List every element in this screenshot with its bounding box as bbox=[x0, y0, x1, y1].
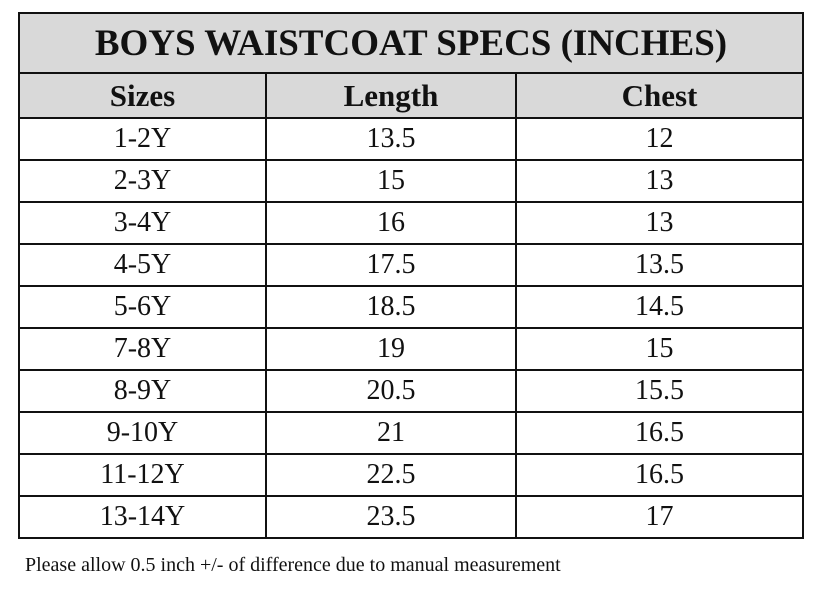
table-cell: 2-3Y bbox=[18, 159, 267, 203]
table-cell: 16.5 bbox=[514, 453, 805, 497]
column-header: Length bbox=[265, 72, 517, 119]
table-cell: 13.5 bbox=[514, 243, 805, 287]
size-table: BOYS WAISTCOAT SPECS (INCHES) Sizes Lengt… bbox=[17, 12, 805, 539]
table-cell: 20.5 bbox=[265, 369, 517, 413]
table-cell: 12 bbox=[514, 117, 805, 161]
table-row: 13-14Y 23.5 17 bbox=[18, 495, 805, 539]
table-cell: 11-12Y bbox=[18, 453, 267, 497]
table-cell: 13 bbox=[514, 201, 805, 245]
table-cell: 14.5 bbox=[514, 285, 805, 329]
table-row: 4-5Y 17.5 13.5 bbox=[18, 243, 805, 287]
table-title: BOYS WAISTCOAT SPECS (INCHES) bbox=[17, 12, 805, 74]
table-row: 9-10Y 21 16.5 bbox=[18, 411, 805, 455]
table-cell: 17 bbox=[514, 495, 805, 539]
table-cell: 9-10Y bbox=[18, 411, 267, 455]
table-cell: 5-6Y bbox=[18, 285, 267, 329]
table-cell: 15 bbox=[265, 159, 517, 203]
table-cell: 15 bbox=[514, 327, 805, 371]
table-cell: 1-2Y bbox=[18, 117, 267, 161]
table-cell: 23.5 bbox=[265, 495, 517, 539]
table-cell: 21 bbox=[265, 411, 517, 455]
column-header: Chest bbox=[514, 72, 805, 119]
table-row: 5-6Y 18.5 14.5 bbox=[18, 285, 805, 329]
table-cell: 15.5 bbox=[514, 369, 805, 413]
table-body: 1-2Y 13.5 12 2-3Y 15 13 3-4Y 16 13 4-5Y 17.5 13.5 5-… bbox=[18, 117, 805, 539]
table-cell: 13 bbox=[514, 159, 805, 203]
table-cell: 16 bbox=[265, 201, 517, 245]
table-cell: 17.5 bbox=[265, 243, 517, 287]
table-row: 2-3Y 15 13 bbox=[18, 159, 805, 203]
table-row: 11-12Y 22.5 16.5 bbox=[18, 453, 805, 497]
table-row: 3-4Y 16 13 bbox=[18, 201, 805, 245]
header-row: Sizes Length Chest bbox=[18, 72, 805, 119]
table-cell: 8-9Y bbox=[18, 369, 267, 413]
footnote: Please allow 0.5 inch +/- of difference … bbox=[25, 554, 561, 576]
table-cell: 7-8Y bbox=[18, 327, 267, 371]
table-cell: 13-14Y bbox=[18, 495, 267, 539]
title-row: BOYS WAISTCOAT SPECS (INCHES) bbox=[17, 12, 805, 74]
table-cell: 3-4Y bbox=[18, 201, 267, 245]
table-cell: 19 bbox=[265, 327, 517, 371]
table-row: 7-8Y 19 15 bbox=[18, 327, 805, 371]
table-row: 1-2Y 13.5 12 bbox=[18, 117, 805, 161]
column-header: Sizes bbox=[18, 72, 267, 119]
table-cell: 16.5 bbox=[514, 411, 805, 455]
table-cell: 4-5Y bbox=[18, 243, 267, 287]
table-cell: 18.5 bbox=[265, 285, 517, 329]
table-cell: 22.5 bbox=[265, 453, 517, 497]
table-cell: 13.5 bbox=[265, 117, 517, 161]
table-row: 8-9Y 20.5 15.5 bbox=[18, 369, 805, 413]
